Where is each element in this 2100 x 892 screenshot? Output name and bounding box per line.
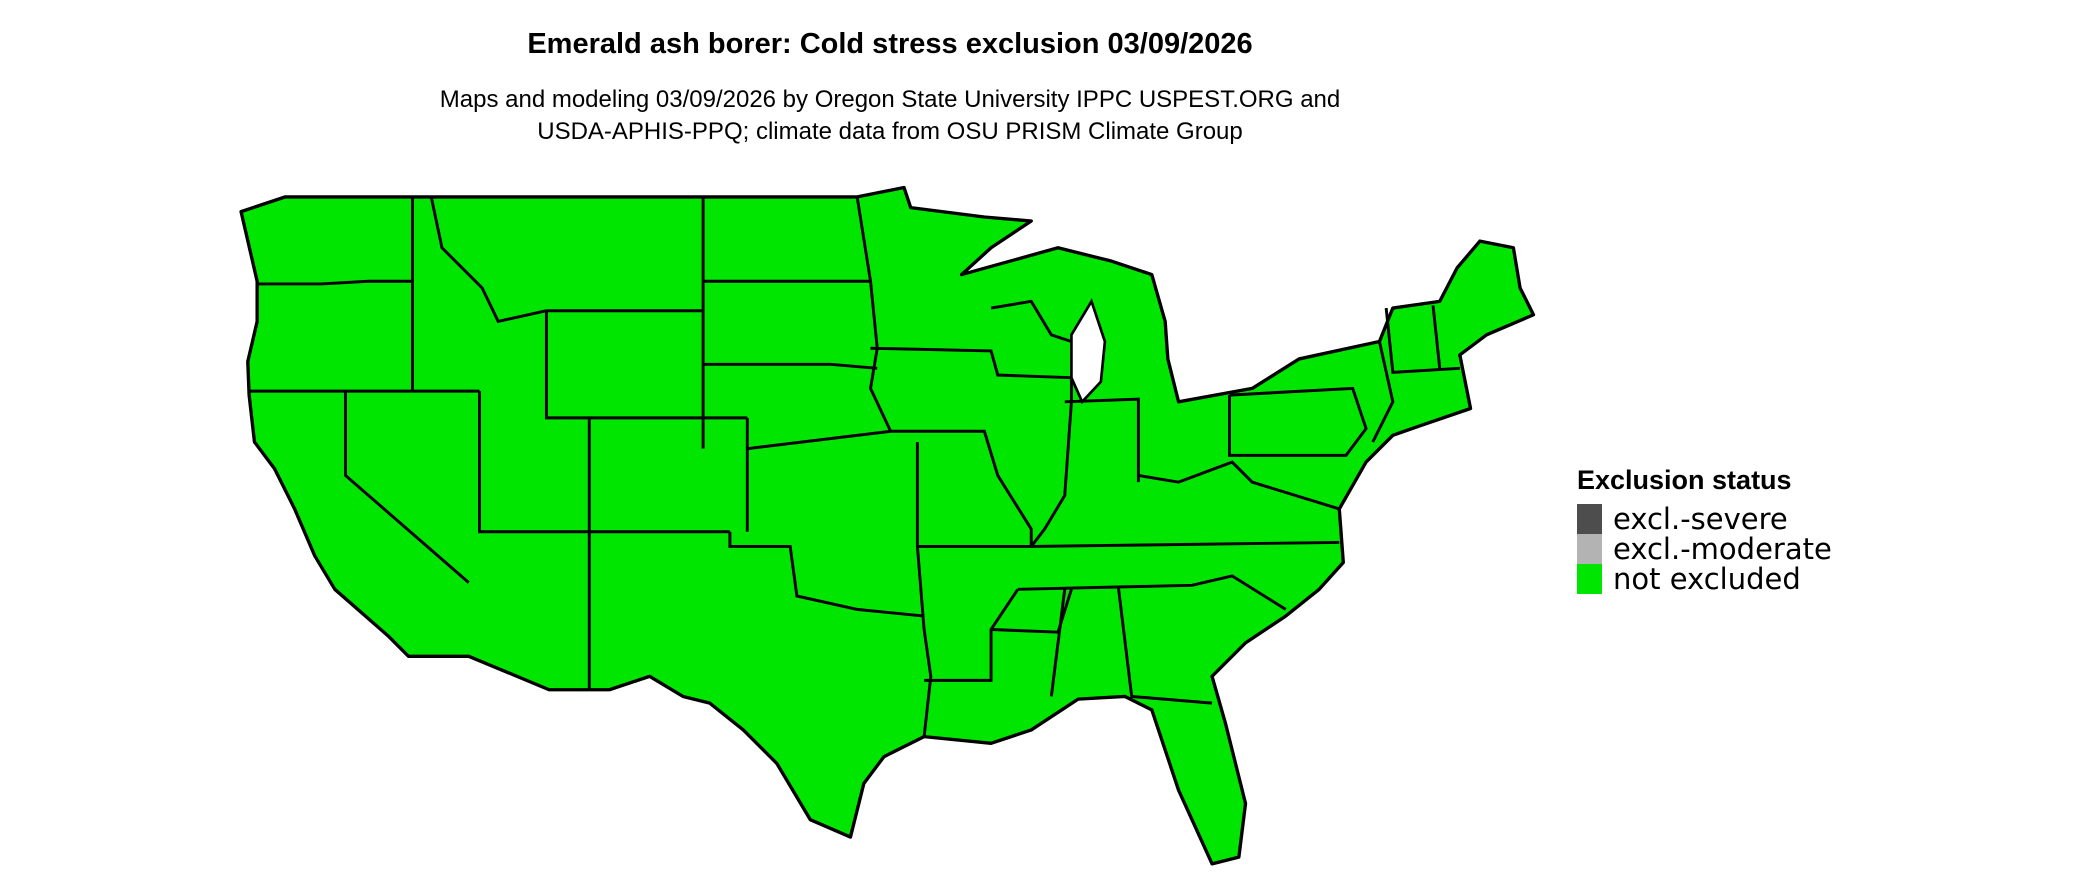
map-subtitle-line1: Maps and modeling 03/09/2026 by Oregon S… xyxy=(439,86,1341,113)
legend-label: excl.-moderate xyxy=(1613,532,1832,566)
map-subtitle-line2: USDA-APHIS-PPQ; climate data from OSU PR… xyxy=(537,118,1243,145)
legend-swatch-not-excluded xyxy=(1577,564,1602,594)
legend-item-severe: excl.-severe xyxy=(1577,504,1832,534)
state-borders xyxy=(249,196,1460,737)
legend: Exclusion status excl.-severe excl.-mode… xyxy=(1577,465,1832,594)
legend-swatch-moderate xyxy=(1577,534,1602,564)
map-title: Emerald ash borer: Cold stress exclusion… xyxy=(527,28,1253,60)
legend-label: not excluded xyxy=(1613,562,1801,596)
legend-label: excl.-severe xyxy=(1613,502,1788,536)
legend-swatch-severe xyxy=(1577,504,1602,534)
legend-title: Exclusion status xyxy=(1577,465,1792,495)
us-outline xyxy=(239,185,1536,866)
great-lakes xyxy=(1070,298,1107,405)
legend-item-not-excluded: not excluded xyxy=(1577,564,1832,594)
legend-item-moderate: excl.-moderate xyxy=(1577,534,1832,564)
